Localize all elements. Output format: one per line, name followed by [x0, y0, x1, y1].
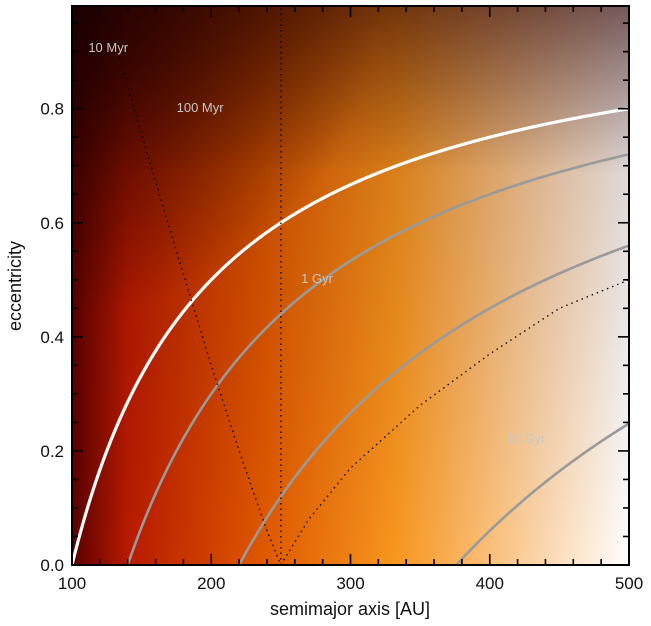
contour-line-3 [455, 422, 629, 565]
y-tick-labels: 0.0 0.2 0.4 0.6 0.8 [40, 100, 64, 575]
axis-ticks [71, 6, 630, 566]
x-tick-label-3: 400 [476, 574, 504, 593]
x-tick-label-0: 100 [58, 574, 86, 593]
y-axis-label: eccentricity [5, 241, 25, 331]
y-tick-label-1: 0.2 [40, 442, 64, 461]
y-tick-label-0: 0.0 [40, 556, 64, 575]
contour-label-1: 100 Myr [177, 100, 225, 115]
contour-line-1 [126, 153, 629, 565]
contour-label-3: 10 Gyr [506, 431, 546, 446]
contour-label-2: 1 Gyr [301, 271, 333, 286]
y-tick-label-3: 0.6 [40, 214, 64, 233]
contour-labels: 10 Myr 100 Myr 1 Gyr 10 Gyr [88, 40, 546, 446]
contour-line-0 [72, 107, 629, 565]
x-tick-label-4: 500 [615, 574, 643, 593]
x-tick-label-2: 300 [336, 574, 364, 593]
plot-area: 10 Myr 100 Myr 1 Gyr 10 Gyr [72, 6, 629, 565]
y-tick-label-4: 0.8 [40, 100, 64, 119]
contour-lines [72, 107, 629, 565]
x-tick-labels: 100 200 300 400 500 [58, 574, 643, 593]
dotted-lines [117, 6, 629, 565]
y-tick-label-2: 0.4 [40, 328, 64, 347]
contour-label-0: 10 Myr [88, 40, 128, 55]
x-axis-label: semimajor axis [AU] [270, 599, 430, 619]
x-tick-label-1: 200 [197, 574, 225, 593]
dotted-line-1 [117, 51, 282, 565]
contour-line-2 [237, 244, 629, 565]
